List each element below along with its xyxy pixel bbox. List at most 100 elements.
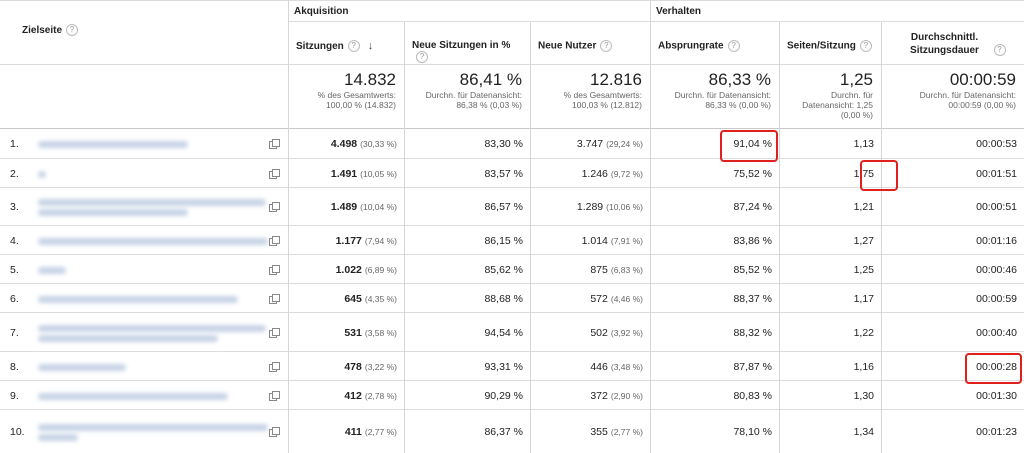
landing-page-link[interactable]: [38, 423, 268, 431]
cell-share: (3,48 %): [610, 361, 643, 372]
total-value: 00:00:59: [949, 70, 1016, 89]
open-page-icon[interactable]: [269, 202, 280, 212]
column-header-label: Neue Sitzungen in %: [412, 40, 511, 51]
landing-page-link[interactable]: [38, 295, 238, 303]
cell-new-users: 3.747 (29,24 %): [530, 138, 650, 150]
cell-share: (3,92 %): [610, 327, 643, 338]
help-icon[interactable]: ?: [993, 44, 1006, 57]
column-header-pages-per-session[interactable]: Seiten/Sitzung?: [779, 40, 881, 52]
total-avg-session-duration: 00:00:59 Durchn. für Datenansicht: 00:00:5…: [881, 70, 1024, 110]
cell-avg-session-duration: 00:00:51: [881, 201, 1024, 213]
cell-new-sessions-rate: 85,62 %: [404, 264, 530, 276]
open-page-icon[interactable]: [269, 426, 280, 437]
row-divider: [0, 158, 1024, 159]
cell-bounce-rate: 83,86 %: [650, 235, 779, 247]
cell-new-users: 572 (4,46 %): [530, 293, 650, 305]
help-icon[interactable]: ?: [66, 24, 79, 37]
dimension-header[interactable]: Zielseite?: [22, 24, 222, 37]
landing-page-link[interactable]: [38, 324, 266, 332]
help-icon[interactable]: ?: [416, 51, 428, 63]
landing-page-link[interactable]: [38, 363, 126, 371]
landing-page-link[interactable]: [38, 209, 188, 216]
column-header-sessions[interactable]: Sitzungen? ↓: [288, 40, 404, 53]
cell-new-users: 446 (3,48 %): [530, 361, 650, 373]
cell-value: 00:00:51: [976, 201, 1017, 213]
cell-pages-per-session: 1,16: [779, 361, 881, 373]
landing-page-link[interactable]: [38, 141, 188, 148]
table-row[interactable]: 5. 1.022 (6,89 %) 85,62 % 875 (6,83 %) 85,52 %…: [0, 255, 1024, 284]
cell-new-users: 372 (2,90 %): [530, 390, 650, 402]
help-icon[interactable]: ?: [727, 40, 740, 52]
cell-value: 1.177: [335, 234, 362, 247]
cell-value: 87,24 %: [733, 201, 772, 213]
help-icon[interactable]: ?: [600, 40, 613, 52]
total-value: 86,33 %: [708, 70, 771, 89]
column-header-avg-session-duration[interactable]: Durchschnittl. Sitzungsdauer?: [881, 31, 1024, 57]
help-icon[interactable]: ?: [859, 40, 872, 52]
cell-bounce-rate: 80,83 %: [650, 390, 779, 402]
landing-page-link[interactable]: [38, 392, 228, 400]
table-row[interactable]: 2. 1.491 (10,05 %) 83,57 % 1.246 (9,72 %) 75,5…: [0, 159, 1024, 188]
row-divider: [0, 312, 1024, 313]
total-subtext: Durchn. für: [830, 90, 873, 100]
cell-bounce-rate: 87,24 %: [650, 201, 779, 213]
table-row[interactable]: 1. 4.498 (30,33 %) 83,30 % 3.747 (29,24 %) 91,…: [0, 129, 1024, 159]
landing-page-link[interactable]: [38, 266, 66, 274]
open-page-icon[interactable]: [269, 139, 280, 149]
table-row[interactable]: 8. 478 (3,22 %) 93,31 % 446 (3,48 %) 87,87 % 1,…: [0, 352, 1024, 381]
cell-new-users: 1.246 (9,72 %): [530, 168, 650, 180]
table-row[interactable]: 10. 411 (2,77 %) 86,37 % 355 (2,77 %) 78,10 % 1…: [0, 410, 1024, 453]
total-subtext: (0,00 %): [840, 110, 873, 120]
cell-pages-per-session: 1,21: [779, 201, 881, 213]
row-index: 1.: [10, 138, 19, 150]
total-subtext: Datenansicht: 1,25: [802, 100, 873, 110]
table-row[interactable]: 6. 645 (4,35 %) 88,68 % 572 (4,46 %) 88,37 % 1,…: [0, 284, 1024, 313]
cell-value: 572: [590, 292, 608, 305]
total-subtext: Durchn. für Datenansicht:: [425, 90, 522, 100]
open-page-icon[interactable]: [269, 390, 280, 401]
total-subtext: 100,03 % (12.812): [572, 100, 642, 110]
open-page-icon[interactable]: [269, 327, 280, 338]
cell-value: 88,32 %: [733, 326, 772, 339]
cell-share: (6,89 %): [364, 264, 397, 275]
landing-page-link[interactable]: [38, 334, 218, 342]
column-header-bounce-rate[interactable]: Absprungrate?: [650, 40, 779, 52]
cell-new-sessions-rate: 86,37 %: [404, 426, 530, 438]
sort-descending-icon[interactable]: ↓: [367, 40, 374, 52]
landing-page-link[interactable]: [38, 237, 268, 245]
row-index: 7.: [10, 326, 19, 339]
table-row[interactable]: 4. 1.177 (7,94 %) 86,15 % 1.014 (7,91 %) 83,86…: [0, 226, 1024, 255]
help-icon[interactable]: ?: [347, 40, 360, 53]
open-page-icon[interactable]: [269, 264, 280, 275]
landing-page-link[interactable]: [38, 170, 46, 178]
cell-pages-per-session: 1,13: [779, 138, 881, 150]
table-row[interactable]: 9. 412 (2,78 %) 90,29 % 372 (2,90 %) 80,83 % 1,…: [0, 381, 1024, 410]
cell-share: (10,06 %): [606, 202, 643, 212]
row-divider: [0, 283, 1024, 284]
open-page-icon[interactable]: [269, 361, 280, 372]
cell-value: 1,17: [853, 292, 874, 305]
total-pages-per-session: 1,25 Durchn. für Datenansicht: 1,25 (0,00 %…: [779, 70, 881, 120]
total-value: 86,41 %: [459, 70, 522, 89]
open-page-icon[interactable]: [269, 293, 280, 304]
highlight-box: [965, 353, 1022, 384]
cell-value: 1.489: [330, 201, 358, 213]
column-divider: [881, 22, 882, 453]
open-page-icon[interactable]: [269, 168, 280, 179]
landing-page-link[interactable]: [38, 199, 266, 206]
column-header-new-users[interactable]: Neue Nutzer?: [530, 40, 650, 52]
cell-new-users: 1.289 (10,06 %): [530, 201, 650, 213]
cell-sessions: 531 (3,58 %): [288, 327, 404, 339]
landing-page-link[interactable]: [38, 433, 78, 441]
table-row[interactable]: 3. 1.489 (10,04 %) 86,57 % 1.289 (10,06 %) 87,…: [0, 188, 1024, 226]
table-row[interactable]: 7. 531 (3,58 %) 94,54 % 502 (3,92 %) 88,32 % 1,…: [0, 313, 1024, 352]
cell-value: 88,37 %: [733, 292, 772, 305]
cell-bounce-rate: 88,37 %: [650, 293, 779, 305]
cell-value: 00:01:16: [976, 234, 1017, 247]
total-subtext: Durchn. für Datenansicht:: [919, 90, 1016, 100]
cell-sessions: 411 (2,77 %): [288, 426, 404, 438]
group-acquisition: Akquisition: [294, 6, 349, 17]
cell-value: 4.498: [330, 138, 358, 150]
open-page-icon[interactable]: [269, 235, 280, 246]
column-header-new-sessions-rate[interactable]: Neue Sitzungen in %?: [404, 40, 530, 63]
